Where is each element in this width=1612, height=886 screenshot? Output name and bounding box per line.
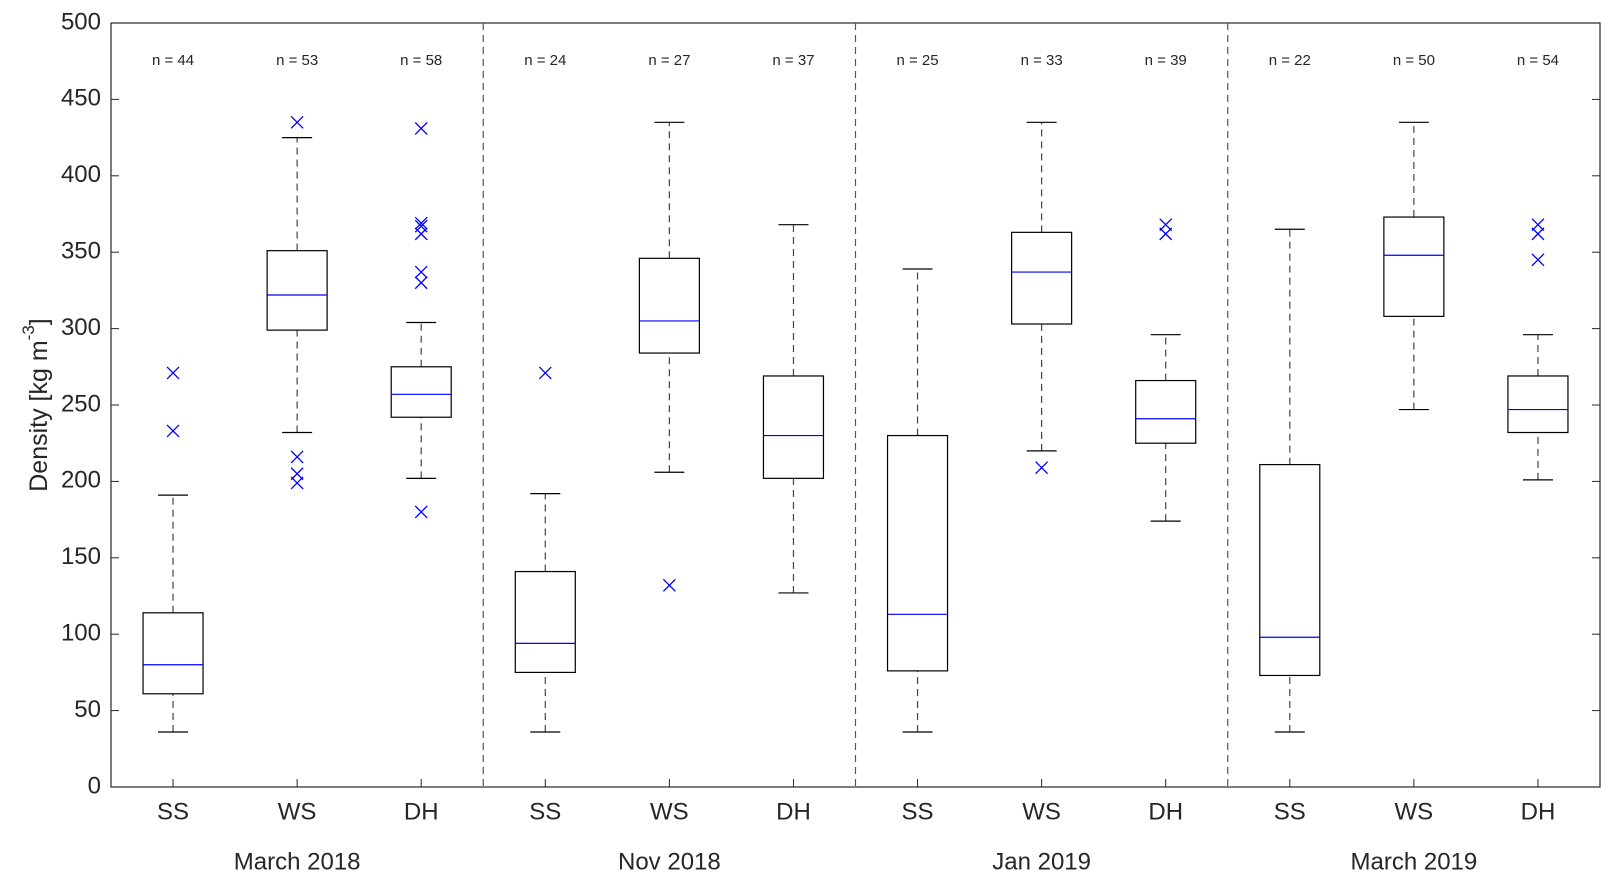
box [1011,231,1073,325]
outlier [290,450,304,464]
n-label: n = 24 [524,52,566,69]
outlier [1159,227,1173,241]
x-tick-label: DH [404,798,439,825]
x-tick-label: SS [1274,798,1306,825]
outlier [166,366,180,380]
x-tick-label: WS [1395,798,1434,825]
group-label: March 2019 [1351,848,1478,875]
n-label: n = 25 [896,52,938,69]
box [638,257,700,354]
box [886,434,949,672]
outlier [1531,253,1545,267]
y-tick-label: 400 [61,161,101,188]
box [1259,463,1321,677]
y-tick-label: 50 [74,696,101,723]
outlier [1531,218,1545,232]
outlier [414,121,428,135]
x-tick-label: WS [1022,798,1061,825]
box [514,570,576,674]
box [390,366,452,418]
x-tick-label: DH [776,798,811,825]
x-tick-label: SS [902,798,934,825]
group-label: March 2018 [234,848,361,875]
outlier [662,578,676,592]
box [266,250,328,331]
y-tick-label: 450 [61,85,101,112]
n-label: n = 33 [1021,52,1063,69]
n-label: n = 44 [152,52,194,69]
y-label-main: Density [kg m [25,340,53,491]
x-tick-label: DH [1521,798,1556,825]
outlier [538,366,552,380]
x-tick-label: SS [157,798,189,825]
n-label: n = 53 [276,52,318,69]
outlier [290,476,304,490]
outlier [1531,227,1545,241]
n-label: n = 22 [1269,52,1311,69]
y-tick-label: 150 [61,543,101,570]
box [1383,216,1445,317]
n-label: n = 54 [1517,52,1559,69]
y-tick-label: 350 [61,238,101,265]
y-tick-label: 200 [61,467,101,494]
y-label-sup: -3 [19,325,38,340]
n-label: n = 27 [648,52,690,69]
outlier [414,227,428,241]
x-tick-label: WS [650,798,689,825]
n-label: n = 58 [400,52,442,69]
outlier [290,467,304,481]
n-label: n = 50 [1393,52,1435,69]
outlier [290,115,304,129]
x-tick-label: SS [529,798,561,825]
n-label: n = 39 [1145,52,1187,69]
outlier [414,276,428,290]
n-label: n = 37 [772,52,814,69]
x-tick-label: DH [1148,798,1183,825]
outlier [1159,218,1173,232]
outlier [166,424,180,438]
group-label: Jan 2019 [992,848,1091,875]
box [1507,375,1569,434]
outlier [414,216,428,230]
outlier [414,265,428,279]
y-axis-label: Density [kg m-3] [19,318,52,492]
y-tick-label: 500 [61,8,101,35]
box [1135,379,1197,444]
group-label: Nov 2018 [618,848,721,875]
x-tick-label: WS [278,798,317,825]
y-tick-label: 0 [88,772,101,799]
y-tick-label: 100 [61,620,101,647]
box [762,375,825,479]
y-label-tail: ] [25,318,53,325]
outlier [1035,461,1049,475]
box [142,612,204,695]
y-tick-label: 250 [61,390,101,417]
y-tick-label: 300 [61,314,101,341]
outlier [414,505,428,519]
